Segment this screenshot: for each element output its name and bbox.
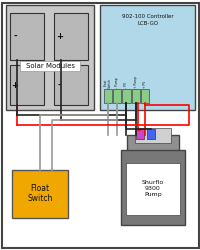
Text: +: + <box>56 32 62 41</box>
Bar <box>125 162 179 215</box>
Bar <box>10 65 44 105</box>
Bar <box>54 12 88 60</box>
Bar <box>126 135 178 155</box>
Text: -: - <box>57 80 61 90</box>
Text: + PV: + PV <box>142 80 146 88</box>
Bar <box>6 5 94 110</box>
Text: - Pump: - Pump <box>115 77 119 88</box>
Bar <box>12 170 68 218</box>
Text: LCB-GO: LCB-GO <box>136 21 158 26</box>
Bar <box>135 129 143 139</box>
Text: +: + <box>12 80 18 90</box>
Text: -: - <box>13 32 17 41</box>
Bar <box>122 89 130 102</box>
Bar <box>134 128 170 142</box>
Bar <box>20 61 80 71</box>
Text: Float
Switch: Float Switch <box>27 184 53 204</box>
Text: Shurflo
9300
Pump: Shurflo 9300 Pump <box>141 180 163 197</box>
Bar <box>10 12 44 60</box>
Text: + Pump: + Pump <box>133 76 137 88</box>
Bar <box>100 5 194 110</box>
Bar <box>146 129 154 139</box>
Text: - PV: - PV <box>124 82 128 87</box>
Bar <box>131 89 139 102</box>
Bar <box>103 89 111 102</box>
Text: Solar Modules: Solar Modules <box>26 63 74 69</box>
Text: Float
Switch: Float Switch <box>103 78 111 88</box>
Bar <box>112 89 121 102</box>
Bar <box>140 89 148 102</box>
Bar <box>54 65 88 105</box>
Text: 902-100 Controller: 902-100 Controller <box>121 14 173 19</box>
Bar <box>120 150 184 225</box>
